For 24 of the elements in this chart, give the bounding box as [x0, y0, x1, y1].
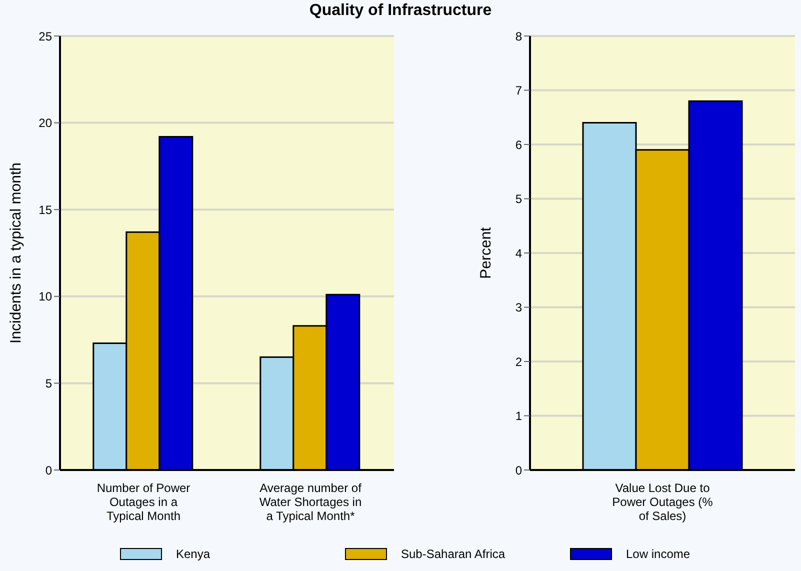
- x-tick-label: Average number of Water Shortages in a Typical Month*: [259, 481, 362, 523]
- y-tick-label: 7: [515, 84, 522, 98]
- legend-label: Low income: [626, 547, 690, 561]
- y-tick-label: 20: [38, 116, 52, 130]
- y-tick-label: 0: [515, 463, 522, 478]
- legend-label: Sub-Saharan Africa: [401, 547, 506, 561]
- y-tick-label: 6: [515, 138, 522, 152]
- x-tick-label: Number of Power Outages in a Typical Month: [96, 481, 190, 523]
- y-tick-label: 1: [515, 409, 522, 424]
- y-tick-label: 3: [515, 300, 522, 315]
- y-axis-title: Percent: [477, 226, 494, 279]
- y-tick-label: 0: [45, 463, 52, 478]
- y-tick-label: 8: [515, 29, 522, 44]
- y-tick-label: 25: [38, 29, 52, 44]
- legend-label: Kenya: [176, 547, 210, 561]
- y-tick-label: 2: [515, 354, 522, 369]
- y-tick-label: 5: [45, 376, 52, 390]
- x-tick-label: Value Lost Due to Power Outages (% of Sales): [612, 481, 714, 523]
- y-tick-label: 15: [38, 202, 52, 217]
- chart-title: Quality of Infrastructure: [308, 2, 493, 20]
- y-axis-title: Incidents in a typical month: [7, 162, 24, 344]
- y-tick-label: 5: [515, 192, 522, 206]
- y-tick-label: 10: [38, 290, 52, 304]
- y-tick-label: 4: [515, 246, 522, 260]
